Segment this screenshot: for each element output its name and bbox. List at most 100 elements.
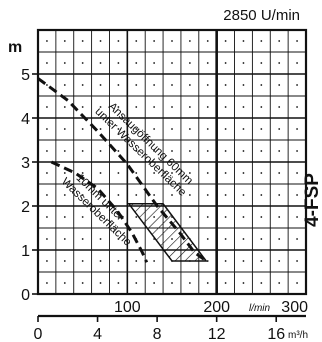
grid-dot	[99, 282, 102, 284]
grid-dot	[171, 40, 173, 42]
grid-dot	[296, 194, 298, 196]
grid-dot	[99, 40, 102, 42]
ticks	[32, 73, 278, 322]
grid-dot	[117, 260, 120, 262]
grid-dot	[296, 40, 298, 42]
speed-label: 2850 U/min	[223, 7, 300, 24]
grid-dot	[278, 172, 281, 174]
grid-dot	[81, 238, 84, 240]
grid-dot	[188, 172, 191, 174]
grid-dot	[224, 260, 227, 262]
grid-dot	[117, 84, 120, 86]
y-unit-label: m	[8, 39, 22, 56]
grid-dot	[296, 216, 298, 218]
grid-dot	[171, 150, 173, 152]
grid-dot	[296, 62, 298, 64]
grid-dot	[63, 84, 66, 86]
grid-dot	[206, 128, 209, 130]
grid-dot	[117, 62, 120, 64]
grid-dot	[135, 216, 138, 218]
grid-dot	[206, 106, 209, 108]
grid-dot	[260, 194, 263, 196]
grid-dot	[278, 40, 281, 42]
grid-dot	[117, 40, 120, 42]
grid-dot	[81, 172, 84, 174]
grid-dot	[171, 282, 173, 284]
series-line-60mm	[37, 77, 208, 263]
grid-dot	[188, 282, 191, 284]
grid-dot	[260, 84, 263, 86]
grid-dot	[296, 128, 298, 130]
grid-dot	[99, 128, 102, 130]
grid-dot	[296, 238, 298, 240]
grid-dot	[224, 62, 227, 64]
grid-dot	[63, 216, 66, 218]
grid-dot	[278, 150, 281, 152]
grid-dot	[153, 194, 156, 196]
grid-dot	[153, 106, 156, 108]
grid	[38, 30, 306, 294]
grid-dot	[278, 216, 281, 218]
grid-dot	[46, 62, 48, 64]
grid-dot	[260, 238, 263, 240]
grid-dot	[81, 40, 84, 42]
grid-dot	[63, 62, 66, 64]
grid-dot	[278, 282, 281, 284]
grid-dot	[63, 128, 66, 130]
grid-dot	[188, 84, 191, 86]
grid-dot	[117, 194, 120, 196]
grid-dot	[224, 216, 227, 218]
grid-dot	[117, 128, 120, 130]
grid-dot	[260, 150, 263, 152]
operating-range-hatch	[127, 203, 208, 262]
grid-dot	[188, 128, 191, 130]
grid-dot	[296, 172, 298, 174]
y-tick-label: 5	[21, 67, 30, 84]
grid-dot	[63, 106, 66, 108]
y-tick-label: 2	[21, 199, 30, 216]
grid-dot	[135, 84, 138, 86]
grid-dot	[224, 150, 227, 152]
grid-dot	[153, 128, 156, 130]
y-tick-label: 1	[21, 243, 30, 260]
grid-dot	[81, 260, 84, 262]
grid-dot	[46, 106, 48, 108]
grid-dot	[260, 106, 263, 108]
grid-dot	[99, 106, 102, 108]
grid-dot	[135, 106, 138, 108]
grid-dot	[224, 172, 227, 174]
y-tick-label: 3	[21, 155, 30, 172]
grid-dot	[242, 194, 245, 196]
grid-dot	[206, 238, 209, 240]
grid-dot	[206, 216, 209, 218]
grid-dot	[242, 62, 245, 64]
x-top-tick-label: 100	[114, 299, 141, 316]
grid-dot	[135, 172, 138, 174]
grid-dot	[99, 150, 102, 152]
grid-dot	[81, 150, 84, 152]
grid-dot	[46, 260, 48, 262]
grid-dot	[63, 172, 66, 174]
grid-dot	[296, 260, 298, 262]
grid-dot	[63, 260, 66, 262]
series-line-10mm	[50, 160, 149, 263]
grid-dot	[224, 40, 227, 42]
grid-dot	[171, 84, 173, 86]
grid-dot	[99, 260, 102, 262]
grid-dot	[63, 40, 66, 42]
grid-dot	[171, 62, 173, 64]
grid-dot	[46, 40, 48, 42]
grid-dot	[260, 172, 263, 174]
x-bottom-tick-label: 8	[153, 326, 162, 342]
grid-dot	[260, 62, 263, 64]
grid-dot	[260, 40, 263, 42]
grid-dot	[135, 128, 138, 130]
grid-dot	[117, 106, 120, 108]
grid-dot	[63, 238, 66, 240]
grid-dot	[46, 84, 48, 86]
grid-dot	[224, 84, 227, 86]
grid-dot	[278, 238, 281, 240]
grid-dot	[296, 282, 298, 284]
grid-dot	[46, 150, 48, 152]
